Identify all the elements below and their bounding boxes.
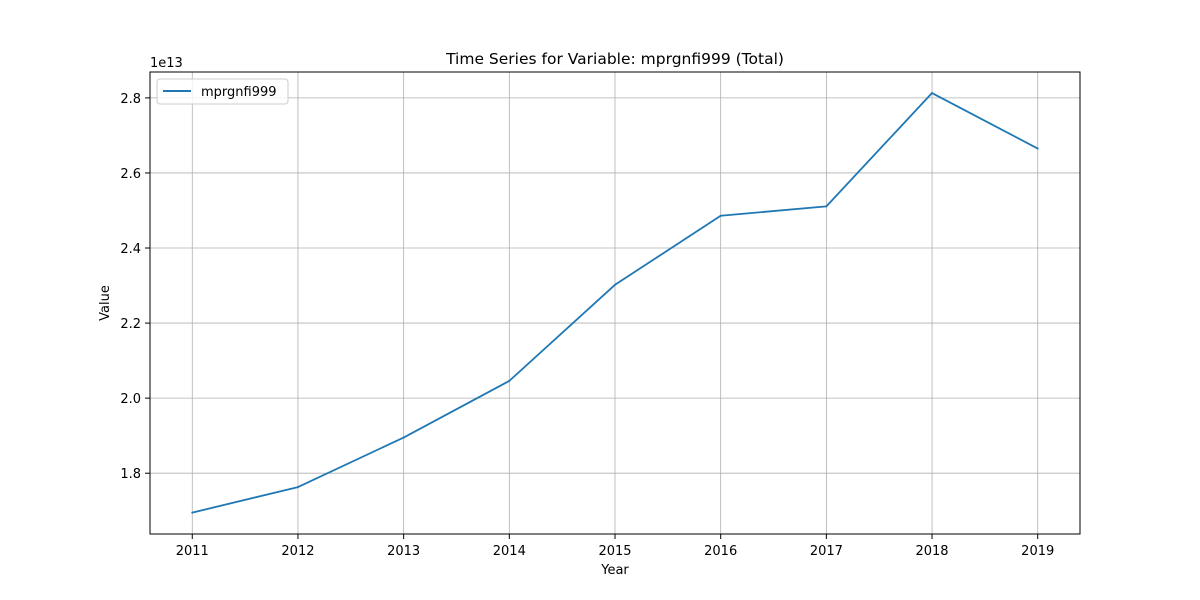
series-line-segment xyxy=(508,283,616,382)
series-line-segment xyxy=(719,205,828,217)
x-tick-label: 2018 xyxy=(915,544,948,559)
data-point xyxy=(931,92,933,94)
data-point xyxy=(825,205,828,208)
series-line-segment xyxy=(825,92,933,208)
series-line-segment xyxy=(614,214,722,286)
data-point xyxy=(191,511,194,514)
series-line-segment xyxy=(191,486,299,514)
data-point xyxy=(297,486,299,488)
x-axis-label: Year xyxy=(600,563,629,578)
series-line-segment xyxy=(297,436,405,488)
y-tick-label: 2.2 xyxy=(120,317,141,332)
series-line-segment xyxy=(402,379,511,439)
legend-box xyxy=(156,78,289,105)
y-tick-label: 1.8 xyxy=(120,467,141,482)
series-line-segment xyxy=(931,92,1039,150)
ticks: 2011 2012 2013 2014 2015 2016 2017 2018 2019 1.8 2… xyxy=(120,92,1054,559)
x-tick-label: 2016 xyxy=(704,544,737,559)
data-point xyxy=(719,214,722,217)
x-tick-label: 2012 xyxy=(281,544,314,559)
x-tick-label: 2013 xyxy=(387,544,420,559)
chart-title: Time Series for Variable: mprgnfi999 (To… xyxy=(445,50,784,68)
series-layer xyxy=(191,92,1039,514)
legend-label: mprgnfi999 xyxy=(201,85,277,100)
x-tick-label: 2019 xyxy=(1021,544,1054,559)
y-axis-offset-label: 1e13 xyxy=(150,56,183,71)
x-tick-label: 2014 xyxy=(493,544,526,559)
data-point xyxy=(1036,147,1039,150)
y-axis-label: Value xyxy=(98,285,113,321)
x-tick-label: 2017 xyxy=(810,544,843,559)
x-tick-label: 2015 xyxy=(598,544,631,559)
y-tick-label: 2.4 xyxy=(120,242,141,257)
y-tick-label: 2.8 xyxy=(120,92,141,107)
y-tick-label: 2.6 xyxy=(120,167,141,182)
data-point xyxy=(508,379,511,382)
y-tick-label: 2.0 xyxy=(120,392,141,407)
legend: mprgnfi999 xyxy=(156,78,289,105)
x-tick-label: 2011 xyxy=(176,544,209,559)
series-mprgnfi999 xyxy=(191,92,1039,514)
data-point xyxy=(614,283,616,286)
data-point xyxy=(402,436,405,439)
